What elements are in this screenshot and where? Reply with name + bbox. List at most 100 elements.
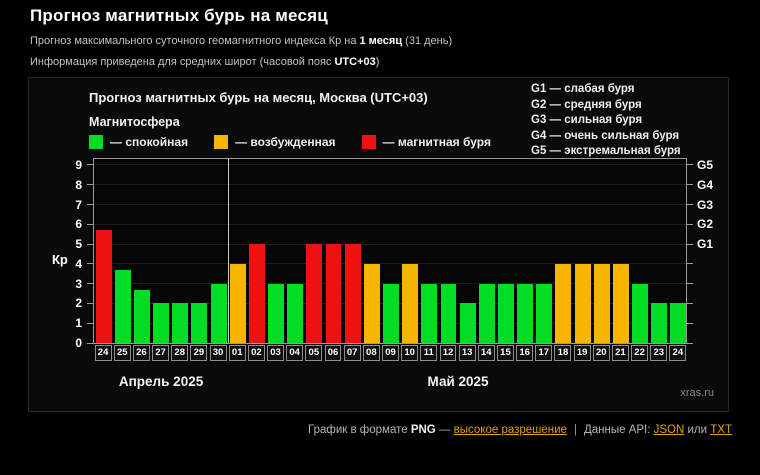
footer: График в формате PNG — высокое разрешени… <box>308 424 732 436</box>
x-label-day-05: 05 <box>305 345 323 361</box>
magnetosphere-legend: — спокойная — возбужденная — магнитная б… <box>89 135 517 149</box>
bar-day-19 <box>574 263 591 343</box>
legend-item-storm: — магнитная буря <box>361 135 491 149</box>
y-tick-label: 7 <box>75 197 82 212</box>
x-label-day-29: 29 <box>190 345 208 361</box>
bar-day-16 <box>517 283 534 343</box>
x-label-day-25: 25 <box>113 345 131 361</box>
bar-day-09 <box>383 283 399 343</box>
month-label-0: Апрель 2025 <box>118 374 204 389</box>
g-legend-g2: G2 — средняя буря <box>531 98 642 111</box>
x-label-day-28: 28 <box>171 345 189 361</box>
footer-format-prefix: График в формате <box>308 424 411 436</box>
y-tick-left <box>87 164 93 166</box>
y-tick-right <box>687 283 693 285</box>
x-label-day-17: 17 <box>535 345 553 361</box>
y-tick-left <box>87 263 93 265</box>
month-label-1: Май 2025 <box>427 374 489 389</box>
g-legend-g4: G4 — очень сильная буря <box>531 129 680 142</box>
y-tick-right <box>687 302 693 304</box>
x-label-day-15: 15 <box>496 345 514 361</box>
page-title: Прогноз магнитных бурь на месяц <box>30 6 328 25</box>
legend-label-storm: — магнитная буря <box>382 135 491 149</box>
bar-day-24 <box>670 303 687 343</box>
y-tick-right <box>687 204 693 205</box>
chart-panel: Прогноз магнитных бурь на месяц, Москва … <box>28 77 729 412</box>
bar-day-08 <box>363 263 380 343</box>
plot-area: Кр 24 25 26 27 28 29 30 01 02 03 04 05 06 07 08 09 10 11 1… <box>52 158 713 389</box>
x-label-day-26: 26 <box>132 345 150 361</box>
page-header: Прогноз магнитных бурь на месяц Прогноз … <box>30 6 452 68</box>
y-tick-label: 9 <box>75 157 82 172</box>
x-label-day-21: 21 <box>611 345 629 361</box>
y-tick-label: 1 <box>75 316 82 331</box>
bar-day-14 <box>478 283 495 343</box>
g-legend-g3: G3 — сильная буря <box>531 114 643 126</box>
bar-day-29 <box>191 303 208 343</box>
watermark: xras.ru <box>680 387 714 399</box>
y-tick-label: 4 <box>75 256 82 271</box>
y-tick-right <box>687 184 693 186</box>
y-tick-left <box>87 322 93 324</box>
subtitle-bold-duration: 1 месяц <box>359 35 403 47</box>
bar-day-06 <box>325 244 342 343</box>
bar-day-07 <box>344 244 361 343</box>
gridline <box>94 184 686 186</box>
y-tick-right <box>687 223 693 225</box>
y-tick-left <box>87 184 93 186</box>
x-label-day-11: 11 <box>420 345 438 361</box>
x-label-day-24: 24 <box>94 345 112 361</box>
txt-link[interactable]: TXT <box>710 424 732 436</box>
y-tick-right <box>687 322 693 324</box>
footer-api-prefix: Данные API: <box>583 424 654 436</box>
y-tick-left <box>87 223 93 225</box>
x-label-day-06: 06 <box>324 345 342 361</box>
bar-day-11 <box>421 283 438 343</box>
g-axis-label-g3: G3 <box>697 197 714 212</box>
y-tick-left <box>87 302 93 304</box>
g-legend-g1: G1 — слабая буря <box>531 83 635 95</box>
x-label-day-14: 14 <box>477 345 495 361</box>
bar-day-01 <box>229 263 246 343</box>
subtitle-bold-timezone: UTC+03 <box>334 56 376 68</box>
quiet-color-swatch <box>89 135 103 149</box>
footer-separator: | <box>573 424 577 436</box>
y-tick-label: 2 <box>75 296 82 311</box>
y-tick-left <box>87 283 93 285</box>
page-subtitle-2: Информация приведена для средних широт (… <box>30 56 380 68</box>
x-label-day-01: 01 <box>228 345 246 361</box>
hires-link[interactable]: высокое разрешение <box>453 424 567 436</box>
bar-day-15 <box>497 283 514 343</box>
footer-dash: — <box>435 424 454 436</box>
bar-day-02 <box>248 244 265 343</box>
footer-or: или <box>684 424 711 436</box>
json-link[interactable]: JSON <box>653 424 685 436</box>
bar-day-21 <box>612 263 629 343</box>
bar-day-26 <box>133 289 150 343</box>
bar-day-22 <box>632 283 649 343</box>
bar-day-24 <box>95 230 112 343</box>
bar-day-05 <box>306 244 323 343</box>
x-label-day-20: 20 <box>592 345 610 361</box>
footer-format-name: PNG <box>410 424 436 436</box>
legend-item-excited: — возбужденная <box>214 135 336 149</box>
x-label-day-16: 16 <box>516 345 534 361</box>
x-label-day-13: 13 <box>458 345 476 361</box>
y-tick-left <box>87 342 93 344</box>
storm-color-swatch <box>361 135 376 149</box>
bar-day-30 <box>210 283 227 343</box>
g-axis-label-g1: G1 <box>697 237 714 252</box>
bar-day-12 <box>440 283 457 343</box>
x-label-day-04: 04 <box>286 345 304 361</box>
gridline <box>94 204 686 205</box>
legend-label-quiet: — спокойная <box>110 135 189 149</box>
y-tick-left <box>87 204 93 205</box>
y-axis-label: Кр <box>52 252 68 267</box>
y-tick-label: 0 <box>75 336 82 350</box>
x-label-day-22: 22 <box>631 345 649 361</box>
chart-title: Прогноз магнитных бурь на месяц, Москва … <box>89 90 428 105</box>
bar-day-13 <box>459 303 476 343</box>
gridline <box>94 243 686 245</box>
x-label-day-27: 27 <box>152 345 170 361</box>
y-tick-left <box>87 243 93 245</box>
